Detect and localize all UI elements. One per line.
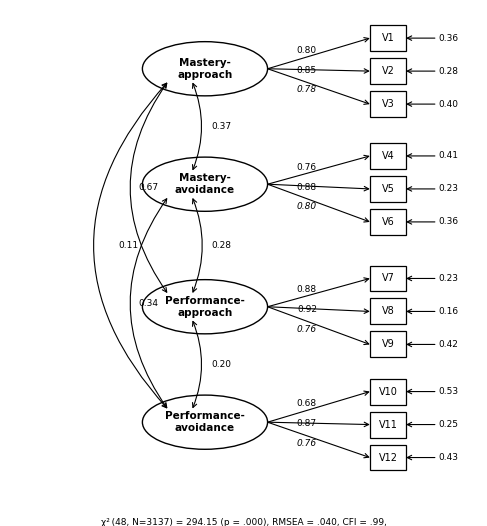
Text: 0.88: 0.88 xyxy=(297,183,317,191)
Text: 0.80: 0.80 xyxy=(297,46,317,55)
Text: 0.23: 0.23 xyxy=(439,274,459,283)
Text: 0.85: 0.85 xyxy=(297,66,317,75)
Text: V2: V2 xyxy=(381,66,394,76)
Text: V11: V11 xyxy=(378,420,397,430)
Text: V12: V12 xyxy=(378,452,397,462)
Text: V1: V1 xyxy=(381,33,394,43)
Text: 0.76: 0.76 xyxy=(297,163,317,172)
Text: 0.23: 0.23 xyxy=(439,185,459,194)
Text: Mastery-
avoidance: Mastery- avoidance xyxy=(175,174,235,195)
Text: 0.80: 0.80 xyxy=(297,203,317,211)
Text: 0.53: 0.53 xyxy=(439,387,459,396)
Text: Performance-
avoidance: Performance- avoidance xyxy=(165,411,245,433)
Text: 0.28: 0.28 xyxy=(211,241,231,250)
Text: 0.25: 0.25 xyxy=(439,420,459,429)
Text: 0.20: 0.20 xyxy=(211,360,231,369)
Text: 0.88: 0.88 xyxy=(297,285,317,294)
Text: Performance-
approach: Performance- approach xyxy=(165,296,245,318)
Text: 0.28: 0.28 xyxy=(439,67,459,76)
Text: 0.76: 0.76 xyxy=(297,325,317,334)
Text: 0.78: 0.78 xyxy=(297,85,317,95)
Text: 0.11: 0.11 xyxy=(119,241,139,250)
Text: 0.43: 0.43 xyxy=(439,453,459,462)
Text: V9: V9 xyxy=(381,339,394,349)
Text: V3: V3 xyxy=(381,99,394,109)
Text: V4: V4 xyxy=(381,151,394,161)
Text: V6: V6 xyxy=(381,217,394,227)
Text: 0.40: 0.40 xyxy=(439,99,459,108)
Text: 0.76: 0.76 xyxy=(297,439,317,448)
Text: 0.92: 0.92 xyxy=(297,305,317,314)
Text: 0.36: 0.36 xyxy=(439,34,459,43)
Text: 0.36: 0.36 xyxy=(439,217,459,226)
Text: V7: V7 xyxy=(381,274,394,284)
Text: 0.67: 0.67 xyxy=(138,183,158,192)
Text: χ² (48, N=3137) = 294.15 (p = .000), RMSEA = .040, CFI = .99,: χ² (48, N=3137) = 294.15 (p = .000), RMS… xyxy=(100,518,387,526)
Text: 0.41: 0.41 xyxy=(439,151,459,160)
Text: V8: V8 xyxy=(381,307,394,317)
Text: 0.87: 0.87 xyxy=(297,419,317,428)
Text: 0.16: 0.16 xyxy=(439,307,459,316)
Text: Mastery-
approach: Mastery- approach xyxy=(177,58,233,79)
Text: 0.68: 0.68 xyxy=(297,399,317,408)
Text: 0.42: 0.42 xyxy=(439,340,459,349)
Text: 0.34: 0.34 xyxy=(138,299,158,308)
Text: V5: V5 xyxy=(381,184,394,194)
Text: 0.37: 0.37 xyxy=(211,122,231,131)
Text: V10: V10 xyxy=(378,387,397,397)
